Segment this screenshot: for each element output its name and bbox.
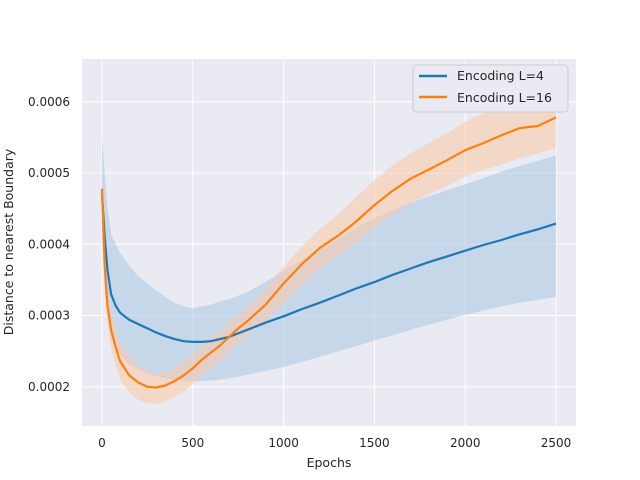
y-axis-label: Distance to nearest Boundary bbox=[1, 148, 16, 335]
y-tick-label: 0.0005 bbox=[28, 166, 70, 180]
band-l16 bbox=[102, 84, 556, 404]
legend-label-l4: Encoding L=4 bbox=[457, 68, 544, 83]
legend: Encoding L=4 Encoding L=16 bbox=[412, 64, 569, 113]
line-l16 bbox=[100, 116, 557, 389]
y-tick-label: 0.0003 bbox=[28, 309, 70, 323]
confidence-bands bbox=[102, 84, 556, 404]
x-tick-label: 500 bbox=[181, 436, 204, 450]
x-axis-label: Epochs bbox=[307, 455, 352, 470]
line-l4 bbox=[100, 194, 557, 343]
legend-label-l16: Encoding L=16 bbox=[457, 90, 552, 105]
x-tick-labels: 0 500 1000 1500 2000 2500 bbox=[98, 436, 571, 450]
y-tick-label: 0.0006 bbox=[28, 95, 70, 109]
x-tick-label: 0 bbox=[98, 436, 106, 450]
legend-box bbox=[412, 64, 569, 113]
x-tick-label: 2000 bbox=[450, 436, 481, 450]
series-lines bbox=[100, 116, 557, 389]
y-tick-label: 0.0002 bbox=[28, 380, 70, 394]
x-tick-label: 1000 bbox=[268, 436, 299, 450]
x-tick-label: 1500 bbox=[359, 436, 390, 450]
x-tick-label: 2500 bbox=[541, 436, 572, 450]
y-tick-labels: 0.0002 0.0003 0.0004 0.0005 0.0006 bbox=[28, 95, 70, 394]
y-tick-label: 0.0004 bbox=[28, 237, 70, 251]
